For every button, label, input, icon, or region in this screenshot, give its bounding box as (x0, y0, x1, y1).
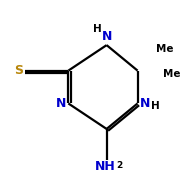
Text: N: N (56, 97, 66, 110)
Text: Me: Me (156, 44, 173, 54)
Text: Me: Me (163, 69, 181, 79)
Text: H: H (151, 101, 160, 111)
Text: 2: 2 (117, 161, 123, 170)
Text: S: S (14, 64, 23, 77)
Text: NH: NH (95, 160, 116, 173)
Text: H: H (93, 24, 102, 34)
Text: N: N (139, 97, 150, 110)
Text: N: N (101, 30, 112, 43)
